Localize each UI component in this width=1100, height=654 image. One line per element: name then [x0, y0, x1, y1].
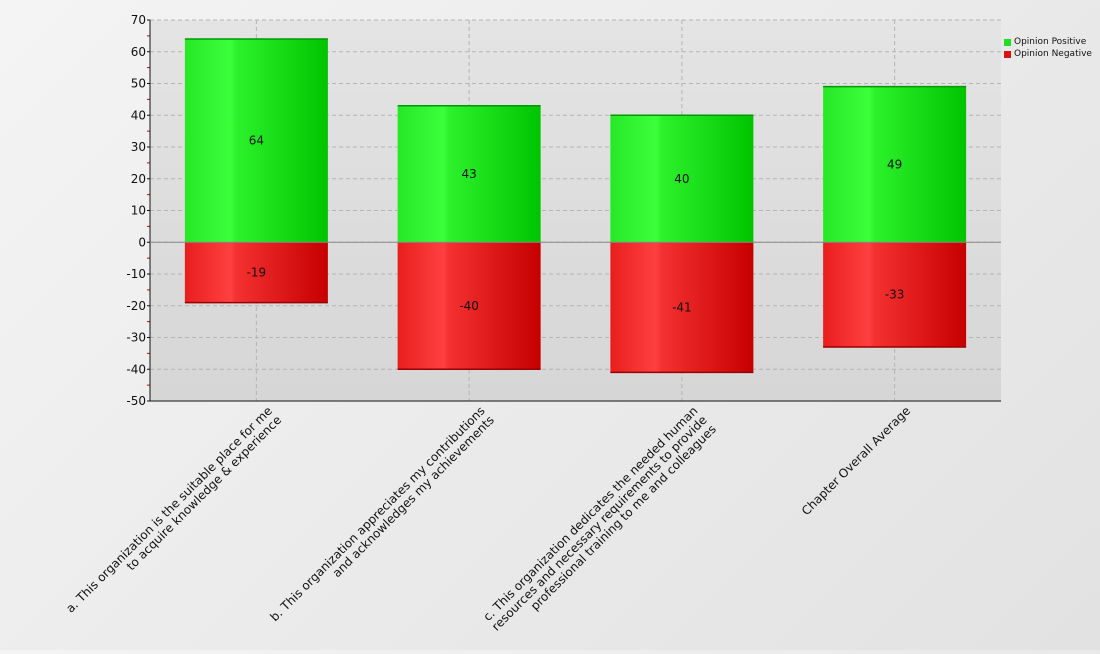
y-tick-label: -10 — [126, 267, 146, 281]
axes: -50 -40 -30 -20 -10 0 10 20 30 40 50 60 70 — [126, 13, 1001, 408]
bar-negative — [397, 242, 541, 370]
legend-swatch-positive — [1004, 38, 1011, 46]
x-tick-label-line: a. This organization is the suitable pla… — [63, 404, 275, 616]
data-label-positive: 49 — [887, 157, 902, 171]
legend-item-negative: Opinion Negative — [1004, 48, 1092, 60]
y-tick-label: 20 — [131, 172, 146, 186]
x-tick-label-line: Chapter Overall Average — [799, 404, 913, 518]
bars — [184, 38, 967, 374]
y-tick-label: -40 — [126, 362, 146, 376]
data-label-positive: 40 — [674, 172, 689, 186]
data-label-negative: -33 — [885, 288, 905, 302]
data-label-positive: 64 — [249, 134, 264, 148]
x-tick-label-line: to acquire knowledge & experience — [124, 413, 284, 573]
bar-positive — [397, 105, 541, 243]
data-label-negative: -19 — [247, 265, 267, 279]
legend-swatch-negative — [1004, 50, 1011, 58]
bar-positive — [823, 86, 967, 243]
legend-label-negative: Opinion Negative — [1014, 49, 1092, 59]
y-tick-label: 60 — [131, 45, 146, 59]
x-tick-label-line: and acknowledges my achievements — [330, 413, 497, 580]
x-tick-label: a. This organization is the suitable pla… — [63, 404, 284, 616]
bar-negative — [823, 242, 967, 348]
x-tick-label-line: resources and necessary requirements to … — [489, 413, 710, 634]
legend: Opinion Positive Opinion Negative — [1004, 36, 1092, 60]
y-tick-label: -20 — [126, 299, 146, 313]
bar-negative — [184, 242, 328, 303]
y-tick-label: 0 — [138, 235, 146, 249]
x-tick-label: c. This organization dedicates the neede… — [480, 404, 719, 634]
legend-label-positive: Opinion Positive — [1014, 37, 1087, 47]
y-tick-label: 70 — [131, 13, 146, 27]
bar-negative — [610, 242, 754, 373]
bar-positive — [610, 115, 754, 243]
data-label-positive: 43 — [461, 167, 476, 181]
y-tick-label: 10 — [131, 204, 146, 218]
y-tick-label: -30 — [126, 331, 146, 345]
data-label-negative: -40 — [459, 299, 479, 313]
data-label-negative: -41 — [672, 300, 692, 314]
x-tick-label: b. This organization appreciates my cont… — [267, 404, 497, 624]
y-tick-label: 50 — [131, 77, 146, 91]
legend-item-positive: Opinion Positive — [1004, 36, 1092, 48]
y-tick-label: -50 — [126, 394, 146, 408]
x-tick-label-line: professional training to me and colleagu… — [528, 422, 719, 613]
y-tick-label: 40 — [131, 108, 146, 122]
x-tick-label-line: b. This organization appreciates my cont… — [267, 404, 487, 624]
bar-positive — [184, 39, 328, 243]
x-tick-label: Chapter Overall Average — [799, 404, 913, 518]
x-tick-label-line: c. This organization dedicates the neede… — [480, 404, 700, 624]
y-tick-label: 30 — [131, 140, 146, 154]
